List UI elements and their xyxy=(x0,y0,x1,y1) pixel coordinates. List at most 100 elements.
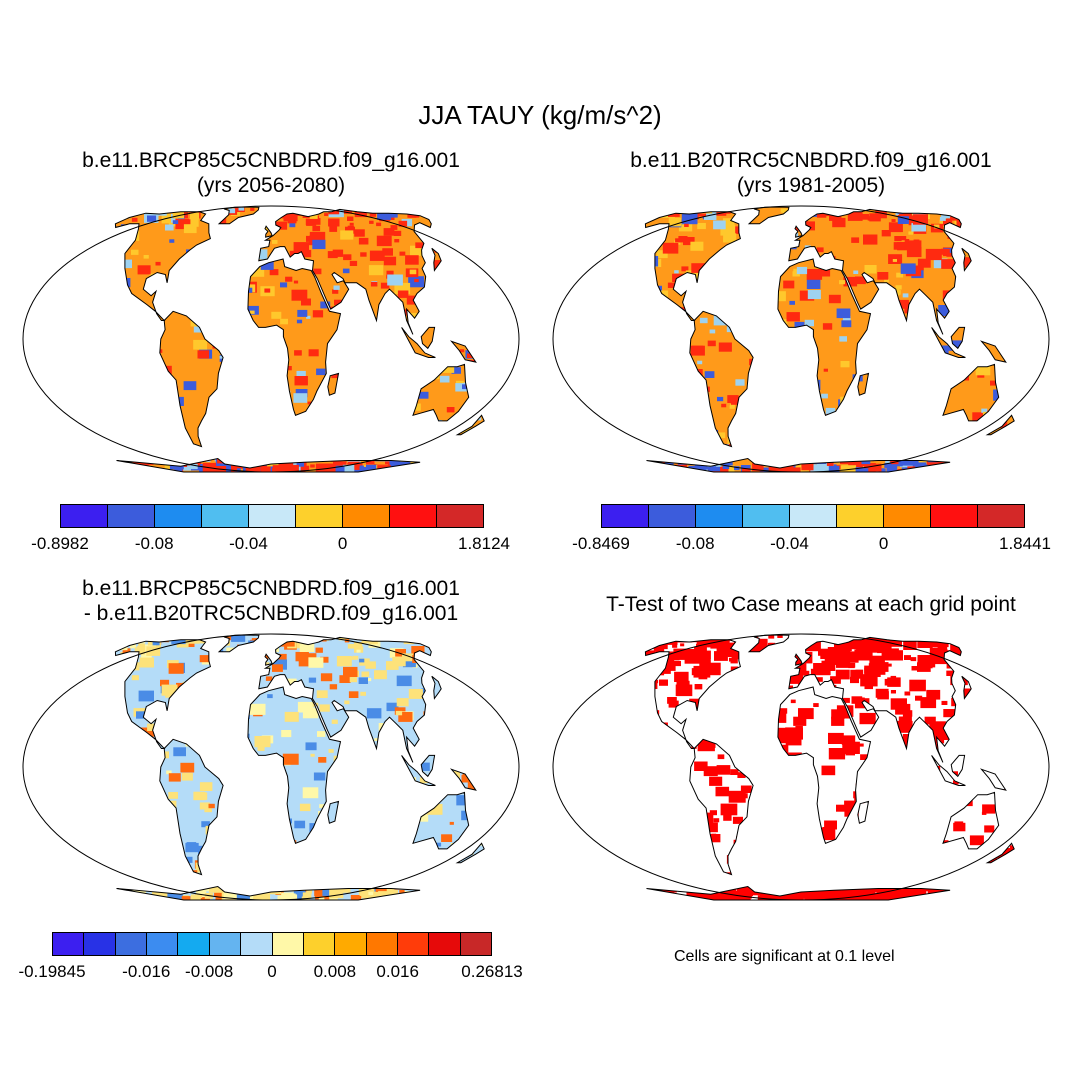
field-cell xyxy=(822,323,833,330)
cb3-segment-0 xyxy=(53,933,85,955)
field-cell xyxy=(785,734,802,746)
field-cell xyxy=(928,823,940,832)
field-cell xyxy=(1022,341,1035,350)
field-cell xyxy=(859,712,876,725)
field-cell xyxy=(912,207,919,211)
field-cell xyxy=(804,824,819,835)
field-cell xyxy=(825,407,836,415)
field-cell xyxy=(75,406,82,411)
field-cell xyxy=(87,722,98,730)
field-cell xyxy=(138,690,154,702)
field-cell xyxy=(959,868,974,879)
field-cell xyxy=(875,688,889,698)
field-cell xyxy=(865,448,880,458)
field-cell xyxy=(703,425,712,432)
field-cell xyxy=(902,293,909,298)
field-cell xyxy=(971,677,983,686)
field-cell xyxy=(866,820,884,833)
field-cell xyxy=(690,396,705,406)
field-cell xyxy=(564,777,571,782)
field-cell xyxy=(371,789,379,795)
field-cell xyxy=(247,412,258,420)
field-cell xyxy=(740,867,754,877)
field-cell xyxy=(894,236,902,242)
field-cell xyxy=(720,803,738,816)
field-cell xyxy=(233,797,247,807)
field-cell xyxy=(370,405,385,416)
field-cell xyxy=(895,847,901,852)
field-cell xyxy=(778,448,784,453)
field-cell xyxy=(775,827,793,841)
field-cell xyxy=(1015,734,1025,741)
field-cell xyxy=(803,453,812,460)
field-cell xyxy=(942,797,954,806)
field-cell xyxy=(788,762,795,766)
field-cell xyxy=(208,871,223,881)
field-cell xyxy=(691,263,706,273)
field-cell xyxy=(789,300,795,305)
field-cell xyxy=(889,738,904,749)
field-cell xyxy=(303,427,316,436)
field-cell xyxy=(885,894,892,899)
field-cell xyxy=(329,840,334,844)
field-cell xyxy=(402,658,416,668)
field-cell xyxy=(653,670,659,675)
field-cell xyxy=(796,266,808,275)
field-cell xyxy=(850,669,863,679)
field-cell xyxy=(763,796,777,806)
field-cell xyxy=(92,444,103,452)
field-cell xyxy=(852,873,860,880)
field-cell xyxy=(768,635,775,639)
field-cell xyxy=(321,836,329,842)
field-cell xyxy=(846,454,853,460)
field-cell xyxy=(891,219,896,222)
field-cell xyxy=(157,422,170,431)
field-cell xyxy=(215,249,223,255)
field-cell xyxy=(386,702,399,712)
field-cell xyxy=(717,396,724,402)
field-cell xyxy=(869,655,885,667)
field-cell xyxy=(79,323,91,331)
field-cell xyxy=(673,648,690,660)
field-cell xyxy=(242,863,255,873)
cb3-segment-5 xyxy=(209,933,242,955)
field-cell xyxy=(302,787,319,799)
field-cell xyxy=(335,441,343,447)
field-cell xyxy=(145,864,157,872)
field-cell xyxy=(115,228,119,234)
field-cell xyxy=(301,465,310,471)
field-cell xyxy=(587,757,596,763)
field-cell xyxy=(750,311,760,318)
field-cell xyxy=(773,663,786,672)
field-cell xyxy=(354,646,364,653)
field-cell xyxy=(726,324,739,333)
field-cell xyxy=(831,871,849,884)
field-cell xyxy=(122,648,131,654)
field-cell xyxy=(881,230,891,237)
field-cell xyxy=(285,207,293,213)
field-cell xyxy=(645,662,660,673)
field-cell xyxy=(988,273,1000,282)
field-cell xyxy=(741,881,750,887)
field-cell xyxy=(992,275,1003,283)
field-cell xyxy=(655,310,668,320)
field-cell xyxy=(345,419,358,429)
field-cell xyxy=(840,453,855,465)
field-cell xyxy=(994,415,1006,424)
field-cell xyxy=(361,671,370,677)
field-cell xyxy=(1008,752,1015,761)
field-cell xyxy=(674,323,690,334)
field-cell xyxy=(556,749,567,757)
field-cell xyxy=(759,467,770,472)
field-cell xyxy=(343,417,353,424)
field-cell xyxy=(258,399,270,408)
field-cell xyxy=(316,368,326,376)
field-cell xyxy=(280,282,288,288)
field-cell xyxy=(751,440,762,448)
field-cell xyxy=(349,677,357,683)
field-cell xyxy=(317,731,326,737)
field-cell xyxy=(264,451,275,458)
field-cell xyxy=(706,281,711,285)
field-cell xyxy=(383,256,397,266)
field-cell xyxy=(190,463,198,470)
